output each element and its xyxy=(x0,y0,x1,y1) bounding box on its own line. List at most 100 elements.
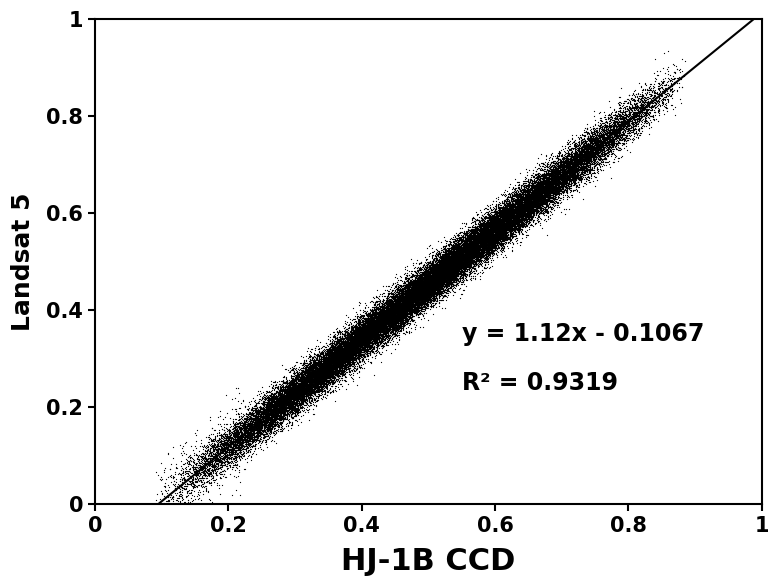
Point xyxy=(344,346,356,356)
Point xyxy=(436,279,448,289)
Point xyxy=(577,131,590,141)
Point xyxy=(453,261,466,270)
Point xyxy=(590,126,602,136)
Point xyxy=(614,130,626,140)
Point xyxy=(466,214,478,223)
Point xyxy=(239,422,251,431)
Point xyxy=(491,233,503,242)
Point xyxy=(349,323,362,333)
Point xyxy=(367,311,380,321)
Point xyxy=(497,224,509,233)
Point xyxy=(363,338,376,347)
Point xyxy=(492,227,505,237)
Point xyxy=(400,303,413,312)
Point xyxy=(252,410,264,420)
Point xyxy=(389,312,402,321)
Point xyxy=(369,316,381,325)
Point xyxy=(506,202,519,211)
Point xyxy=(311,373,324,382)
Point xyxy=(441,251,453,261)
Point xyxy=(565,158,577,167)
Point xyxy=(492,230,505,239)
Point xyxy=(422,285,434,295)
Point xyxy=(385,312,397,321)
Point xyxy=(470,225,483,234)
Point xyxy=(383,321,395,330)
Point xyxy=(439,247,452,257)
Point xyxy=(545,187,558,196)
Point xyxy=(540,200,552,210)
Point xyxy=(503,200,516,209)
Point xyxy=(526,203,539,212)
Point xyxy=(264,400,277,409)
Point xyxy=(330,369,342,379)
Point xyxy=(576,165,588,174)
Point xyxy=(379,313,392,322)
Point xyxy=(328,364,341,373)
Point xyxy=(520,191,533,200)
Point xyxy=(311,373,324,382)
Point xyxy=(490,223,502,232)
Point xyxy=(355,340,367,349)
Point xyxy=(364,332,377,341)
Point xyxy=(417,309,430,318)
Point xyxy=(396,311,409,320)
Point xyxy=(509,187,521,197)
Point xyxy=(420,291,433,301)
Point xyxy=(303,370,316,379)
Point xyxy=(307,374,320,383)
Point xyxy=(480,233,493,242)
Point xyxy=(465,260,477,269)
Point xyxy=(369,337,381,346)
Point xyxy=(251,423,264,432)
Point xyxy=(555,165,568,174)
Point xyxy=(207,436,219,445)
Point xyxy=(227,442,239,451)
Point xyxy=(280,394,292,403)
Point xyxy=(261,393,274,402)
Point xyxy=(278,396,291,406)
Point xyxy=(598,147,611,157)
Point xyxy=(415,293,427,302)
Point xyxy=(480,228,493,238)
Point xyxy=(468,227,480,237)
Point xyxy=(524,198,537,207)
Point xyxy=(604,137,617,146)
Point xyxy=(412,302,424,311)
Point xyxy=(415,287,427,296)
Point xyxy=(510,199,523,208)
Point xyxy=(388,299,401,308)
Point xyxy=(360,325,373,335)
Point xyxy=(380,308,392,317)
Point xyxy=(643,85,655,95)
Point xyxy=(496,221,509,231)
Point xyxy=(476,241,488,250)
Point xyxy=(409,301,421,311)
Point xyxy=(221,424,233,433)
Point xyxy=(666,89,679,99)
Point xyxy=(468,268,480,277)
Point xyxy=(483,232,495,242)
Point xyxy=(463,238,475,248)
Point xyxy=(643,102,655,111)
Point xyxy=(416,281,428,290)
Point xyxy=(584,140,597,150)
Point xyxy=(358,336,370,346)
Point xyxy=(385,311,398,321)
Point xyxy=(414,279,427,289)
Point xyxy=(403,304,416,313)
Point xyxy=(438,264,450,273)
Point xyxy=(324,362,337,371)
Point xyxy=(473,248,485,258)
Point xyxy=(427,295,440,305)
Point xyxy=(569,165,581,174)
Point xyxy=(500,225,512,234)
Point xyxy=(342,351,355,360)
Point xyxy=(369,322,381,331)
Point xyxy=(404,285,417,295)
Point xyxy=(373,291,385,301)
Point xyxy=(521,211,534,220)
Point xyxy=(493,223,505,232)
Point xyxy=(264,416,276,425)
Point xyxy=(438,264,450,274)
